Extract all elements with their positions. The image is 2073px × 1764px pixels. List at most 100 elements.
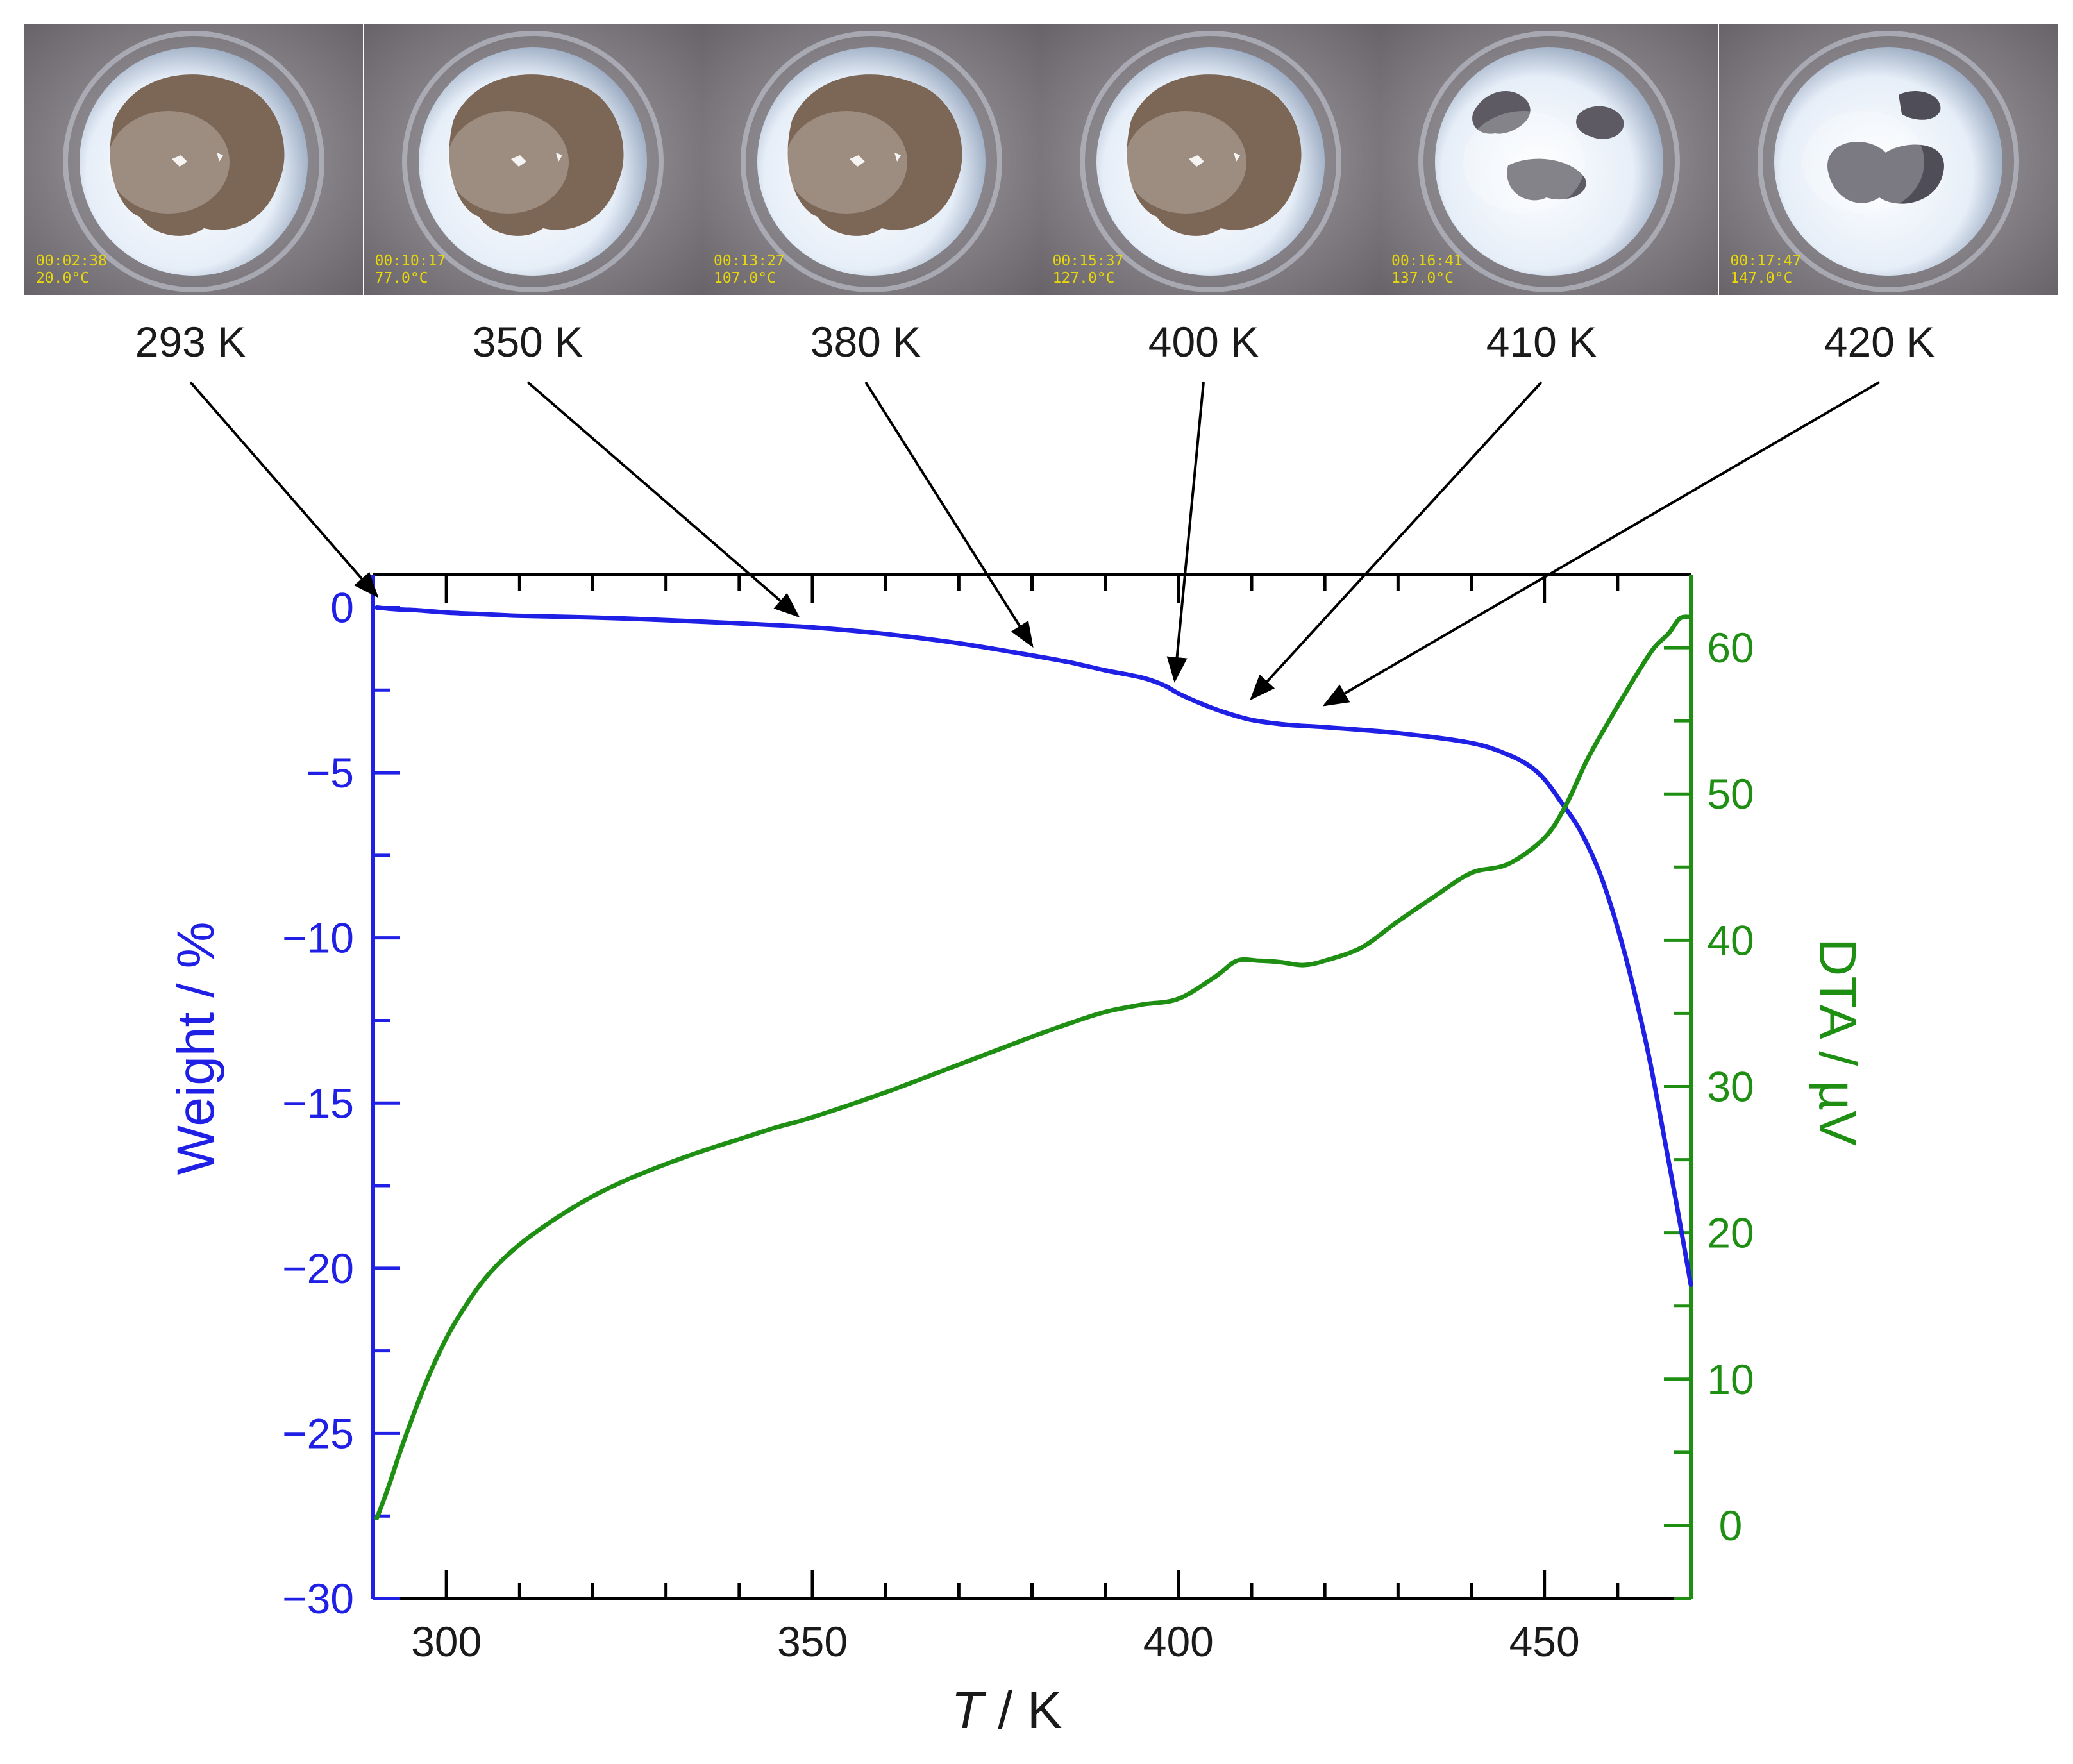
sample-residue — [1507, 158, 1586, 201]
left-tick-label: −10 — [282, 914, 354, 962]
photo-timestamp: 00:02:38 20.0°C — [36, 253, 107, 287]
series-layer — [374, 605, 1693, 1520]
photo-time: 00:13:27 — [714, 253, 785, 269]
light-glare — [108, 111, 230, 214]
left-axis-ticks: 0 −5 −10 −15 −20 −25 −30 — [282, 584, 400, 1622]
right-tick-label: 40 — [1707, 916, 1754, 964]
light-glare — [1463, 111, 1585, 214]
temperature-label: 350 K — [473, 318, 583, 365]
right-tick-label: 60 — [1707, 624, 1754, 671]
photo-time: 00:02:38 — [36, 253, 107, 269]
photo-410k: 00:16:41 137.0°C — [1380, 24, 1718, 295]
sample-pan-image — [363, 24, 702, 295]
light-glare — [446, 111, 569, 214]
x-axis-label: T / K — [951, 1681, 1062, 1740]
sample-pan-image — [1380, 24, 1718, 295]
powder-gap — [172, 153, 223, 167]
sample-pan-image — [702, 24, 1041, 295]
sample-powder — [449, 74, 624, 236]
light-glare — [1124, 111, 1246, 214]
photo-timestamp: 00:17:47 147.0°C — [1731, 253, 1802, 287]
photo-time: 00:15:37 — [1052, 253, 1124, 269]
left-tick-label: −25 — [282, 1409, 354, 1457]
photo-timestamp: 00:13:27 107.0°C — [714, 253, 785, 287]
molten-sample — [1827, 142, 1944, 204]
plot-frame — [371, 573, 1693, 1600]
sample-pan-image — [1718, 24, 2058, 295]
photo-temp: 77.0°C — [374, 270, 428, 287]
right-tick-label: 50 — [1707, 770, 1754, 818]
pan-outer-ring — [1079, 31, 1341, 292]
dta-series-line — [374, 614, 1693, 1520]
right-tick-label: 10 — [1707, 1356, 1754, 1403]
photo-380k: 00:13:27 107.0°C — [702, 24, 1041, 295]
photo-time: 00:17:47 — [1730, 253, 1802, 269]
left-tick-label: −15 — [282, 1079, 354, 1127]
light-glare — [1802, 111, 1924, 214]
left-tick-label: 0 — [330, 584, 354, 632]
pan-outer-ring — [741, 31, 1002, 292]
sample-powder — [110, 74, 285, 236]
temperature-label: 380 K — [810, 318, 921, 365]
photo-temp: 137.0°C — [1391, 270, 1454, 287]
molten-sample — [1898, 91, 1940, 120]
annotation-arrows — [189, 381, 1881, 707]
light-glare — [785, 111, 907, 214]
photo-temp: 147.0°C — [1730, 270, 1793, 287]
photo-400k: 00:15:37 127.0°C — [1041, 24, 1380, 295]
pan-outer-ring — [1418, 31, 1680, 292]
right-axis-ticks: 0 10 20 30 40 50 60 — [1664, 624, 1754, 1600]
sample-pan-image — [24, 24, 363, 295]
photo-temp: 127.0°C — [1052, 270, 1115, 287]
photo-strip: 00:02:38 20.0°C 00:10:17 77.0°C 00:13:27… — [24, 24, 2058, 295]
sample-pan-image — [1041, 24, 1380, 295]
pan-outer-ring — [63, 31, 324, 292]
x-axis-ticks: 300 350 400 450 — [411, 575, 1620, 1665]
sample-powder — [787, 74, 962, 236]
x-tick-label: 450 — [1509, 1618, 1580, 1665]
x-axis-label-symbol: T — [951, 1681, 986, 1740]
photo-time: 00:16:41 — [1391, 253, 1463, 269]
x-tick-label: 300 — [411, 1618, 482, 1665]
photo-timestamp: 00:16:41 137.0°C — [1391, 253, 1463, 287]
left-tick-label: −5 — [306, 749, 354, 796]
powder-gap — [510, 153, 562, 167]
annotation-arrow — [1250, 381, 1543, 701]
annotation-arrow — [1166, 382, 1205, 683]
annotation-arrow — [189, 381, 379, 598]
x-tick-label: 400 — [1143, 1618, 1214, 1665]
photo-timestamp: 00:15:37 127.0°C — [1053, 253, 1124, 287]
pan-outer-ring — [401, 31, 664, 292]
right-axis-label: DTA / µV — [1808, 938, 1867, 1146]
right-tick-label: 30 — [1707, 1063, 1754, 1111]
pan-outer-ring — [1757, 31, 2019, 292]
x-tick-label: 350 — [777, 1618, 848, 1665]
sample-residue — [1472, 90, 1531, 134]
right-tick-label: 0 — [1719, 1502, 1743, 1549]
photo-350k: 00:10:17 77.0°C — [363, 24, 702, 295]
right-tick-label: 20 — [1707, 1209, 1754, 1257]
weight-series-line — [374, 605, 1693, 1288]
left-tick-label: −30 — [282, 1575, 354, 1622]
left-tick-label: −20 — [282, 1245, 354, 1292]
temperature-label: 420 K — [1824, 318, 1935, 365]
annotation-labels: 293 K 350 K 380 K 400 K 410 K 420 K — [135, 318, 1935, 365]
photo-time: 00:10:17 — [374, 253, 446, 269]
powder-gap — [1188, 153, 1240, 167]
left-axis-label: Weight / % — [167, 922, 225, 1175]
temperature-label: 400 K — [1148, 318, 1259, 365]
photo-timestamp: 00:10:17 77.0°C — [375, 253, 446, 287]
sample-powder — [1127, 74, 1302, 236]
photo-temp: 107.0°C — [714, 270, 776, 287]
photo-temp: 20.0°C — [36, 270, 90, 287]
temperature-label: 293 K — [135, 318, 246, 365]
photo-293k: 00:02:38 20.0°C — [24, 24, 363, 295]
annotation-arrow — [1322, 381, 1881, 707]
powder-gap — [850, 153, 901, 167]
x-axis-label-unit: / K — [984, 1681, 1062, 1740]
annotation-arrow — [526, 381, 800, 618]
photo-420k: 00:17:47 147.0°C — [1718, 24, 2058, 295]
temperature-label: 410 K — [1486, 318, 1597, 365]
sample-residue — [1576, 106, 1624, 139]
